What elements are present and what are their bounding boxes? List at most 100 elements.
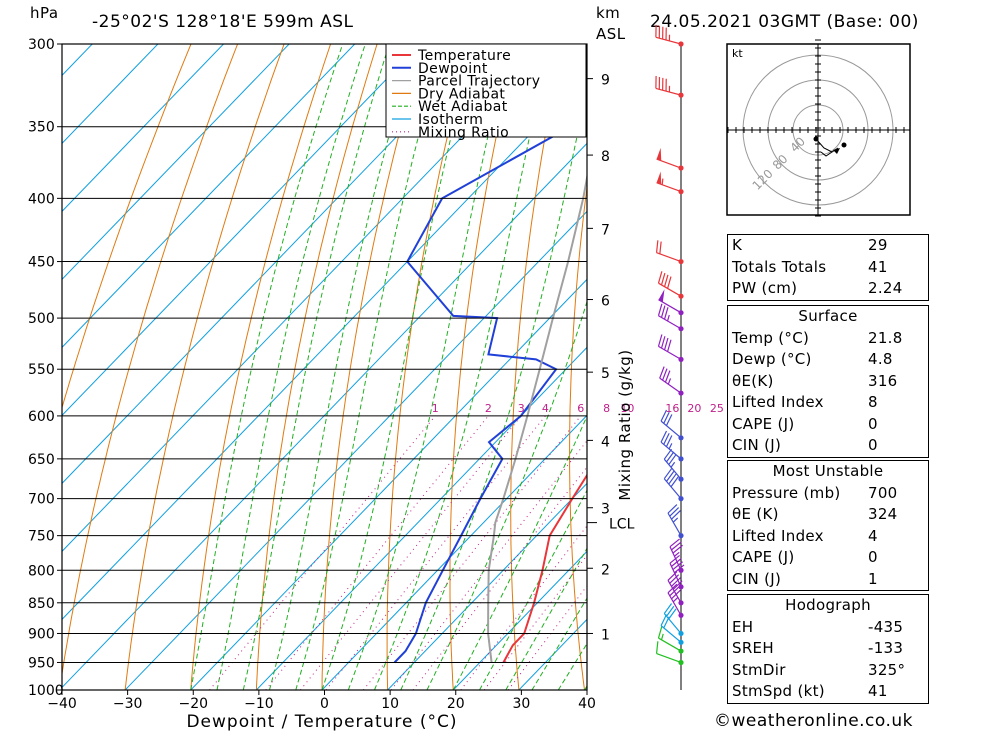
isotherm-line bbox=[124, 210, 587, 690]
pressure-tick-label: 850 bbox=[28, 596, 55, 612]
isotherm-line bbox=[62, 44, 487, 485]
wind-barb-feather bbox=[666, 471, 675, 482]
pressure-unit-label: hPa bbox=[30, 4, 59, 22]
row-label: StmDir bbox=[732, 660, 786, 679]
wind-barb-staff bbox=[655, 36, 682, 45]
wind-barb bbox=[657, 303, 684, 332]
legend-entry: Dry Adiabat bbox=[418, 86, 505, 102]
row-value: 0 bbox=[868, 436, 878, 454]
wind-barb-half-feather bbox=[666, 314, 670, 322]
wind-barb-dot bbox=[678, 659, 684, 666]
mixing-ratio-label: 8 bbox=[603, 402, 610, 415]
table-row: θE (K) 324 bbox=[728, 504, 928, 526]
row-value: 2.24 bbox=[868, 279, 903, 297]
row-value: 8 bbox=[868, 393, 878, 411]
row-label: EH bbox=[732, 617, 754, 636]
mixing-ratio-label: 10 bbox=[620, 402, 634, 415]
wind-barb bbox=[660, 409, 684, 441]
wind-barb-feather bbox=[668, 473, 677, 485]
wind-barb-staff bbox=[655, 87, 682, 96]
table-row: CIN (J) 0 bbox=[728, 435, 928, 457]
dry-adiabat-line bbox=[255, 44, 378, 690]
most-unstable-table: Most Unstable Pressure (mb) 700 θE (K) 324 Li… bbox=[727, 460, 929, 591]
isotherm-line bbox=[62, 74, 587, 621]
dry-adiabat-line bbox=[449, 44, 518, 690]
lcl-label: LCL bbox=[609, 517, 635, 533]
legend-entry: Temperature bbox=[417, 48, 511, 64]
mixing-ratio-line bbox=[507, 585, 587, 690]
isotherm-line bbox=[387, 482, 587, 690]
wind-barb-staff bbox=[658, 637, 682, 652]
wind-barb-staff bbox=[658, 299, 682, 314]
dry-adiabat-line bbox=[124, 44, 285, 690]
wind-barb-half-feather bbox=[668, 443, 673, 450]
isotherm-line bbox=[321, 414, 587, 690]
legend-entry: Mixing Ratio bbox=[418, 125, 509, 141]
table-row: CIN (J) 1 bbox=[728, 569, 928, 591]
isotherm-line bbox=[190, 278, 587, 690]
wind-barb-staff bbox=[656, 182, 682, 193]
mixing-ratio-label: 6 bbox=[577, 402, 584, 415]
pressure-tick-label: 550 bbox=[28, 362, 55, 378]
wind-barb-feather bbox=[660, 272, 666, 286]
wind-barb bbox=[663, 448, 684, 482]
wind-barb bbox=[667, 504, 684, 539]
wind-barb-feather bbox=[657, 303, 663, 316]
wind-barb-half-feather bbox=[660, 633, 664, 640]
row-value: 41 bbox=[868, 682, 888, 700]
wind-barb-feather bbox=[671, 558, 682, 567]
wind-barb bbox=[655, 24, 684, 47]
wind-barb-flag bbox=[658, 289, 665, 303]
hodograph-table: Hodograph EH -435 SREH -133 StmDir 325° StmSpd … bbox=[727, 594, 929, 704]
x-axis-label: Dewpoint / Temperature (°C) bbox=[186, 712, 457, 732]
temperature-tick-label: 20 bbox=[447, 696, 465, 712]
wind-barb bbox=[663, 603, 684, 637]
wind-barb-staff bbox=[660, 441, 682, 460]
mixing-ratio-line bbox=[265, 415, 489, 690]
row-label: Totals Totals bbox=[732, 257, 827, 276]
row-value: 41 bbox=[868, 257, 888, 276]
pressure-tick-label: 350 bbox=[28, 120, 55, 136]
wind-barb-feather bbox=[669, 538, 680, 548]
wind-barb bbox=[657, 626, 684, 654]
temperature-tick-label: −30 bbox=[113, 696, 143, 712]
pressure-tick-label: 300 bbox=[28, 37, 55, 53]
wind-barb-feather bbox=[672, 561, 683, 571]
plot-frame bbox=[61, 43, 588, 691]
wind-barb bbox=[655, 240, 684, 265]
wet-adiabat-line bbox=[269, 44, 416, 690]
legend-entry: Wet Adiabat bbox=[418, 99, 508, 115]
height-tick-label: 4 bbox=[601, 434, 610, 450]
table-row: PW (cm) 2.24 bbox=[728, 278, 928, 300]
table-row: SREH -133 bbox=[728, 638, 928, 660]
wind-barb-half-feather bbox=[661, 178, 664, 185]
table-row: Temp (°C) 21.8 bbox=[728, 328, 928, 350]
wind-barb-feather bbox=[671, 510, 681, 520]
wind-barb-staff bbox=[658, 315, 682, 330]
mixing-ratio-label: 16 bbox=[665, 402, 679, 415]
wind-barb bbox=[659, 366, 684, 396]
legend-entry: Dewpoint bbox=[418, 61, 488, 77]
height-tick-label: 7 bbox=[601, 222, 610, 238]
height-tick-label: 1 bbox=[601, 627, 610, 643]
wind-barb bbox=[667, 571, 684, 606]
wind-barb-feather bbox=[669, 554, 680, 564]
wind-barb-staff bbox=[656, 653, 682, 664]
temperature-tick-label: −20 bbox=[178, 696, 208, 712]
wind-barb bbox=[657, 334, 684, 362]
wind-barb-feather bbox=[672, 580, 683, 590]
height-ref-label: ASL bbox=[596, 25, 626, 43]
wind-barb-feather bbox=[659, 366, 665, 379]
wind-barb-half-feather bbox=[674, 551, 680, 557]
row-value: -133 bbox=[868, 639, 904, 657]
wind-barb-dot bbox=[678, 648, 684, 654]
isotherm-line bbox=[62, 44, 159, 145]
wind-barb bbox=[658, 289, 684, 316]
wet-adiabat-line bbox=[479, 489, 587, 690]
isotherm-line bbox=[62, 44, 290, 281]
isotherm-line bbox=[452, 550, 587, 690]
wind-barb-flag bbox=[656, 147, 662, 161]
table-row: Totals Totals 41 bbox=[728, 257, 928, 279]
wind-barb-staff bbox=[660, 625, 682, 643]
wind-barb-dot bbox=[678, 533, 684, 539]
